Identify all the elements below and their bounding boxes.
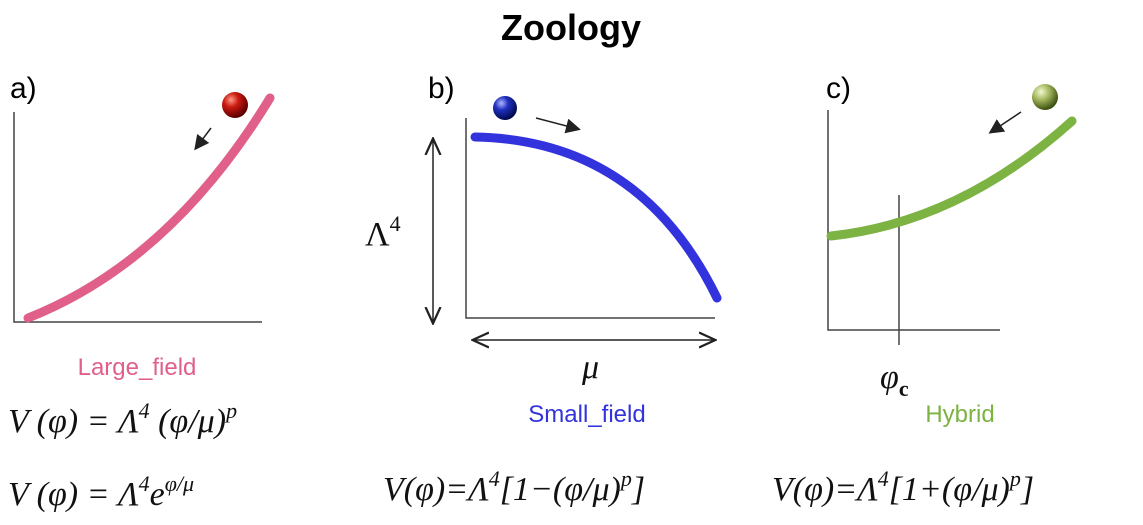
panel-label: b) [428, 72, 455, 105]
potential-curve [826, 116, 1077, 241]
ball [222, 92, 248, 118]
axes [13, 112, 262, 323]
formula-part: μ [581, 349, 599, 386]
potential-curve [23, 93, 275, 323]
axis-label: φc [880, 359, 909, 401]
arrow [535, 117, 581, 134]
formula: V(φ)=Λ4[1−(φ/μ)p] [383, 466, 645, 508]
panel-name: Hybrid [925, 401, 994, 428]
formula-part: Λ [365, 216, 390, 253]
title: Zoology [501, 7, 641, 48]
arrow [194, 127, 212, 151]
formula-part: ] [1020, 471, 1034, 508]
formula-part: 4 [878, 466, 889, 491]
formula-part: 4 [139, 471, 150, 496]
formula: V (φ) = Λ4eφ/μ [8, 471, 194, 513]
formula-part: V(φ)=Λ [383, 471, 489, 508]
formula: V (φ) = Λ4 (φ/μ)p [8, 398, 237, 440]
formula-part: [1+(φ/μ) [889, 471, 1010, 508]
formula-part: 4 [139, 398, 150, 423]
axis-label: μ [581, 349, 599, 386]
ball [493, 96, 517, 120]
panel-name: Small_field [528, 401, 645, 428]
formula-part: p [619, 466, 632, 491]
axes [827, 110, 1000, 331]
formula-part: (φ/μ) [150, 403, 226, 440]
formula: V(φ)=Λ4[1+(φ/μ)p] [772, 466, 1034, 508]
formula-part: c [899, 376, 909, 401]
panel-label: a) [10, 72, 37, 105]
formula-part: φ/μ [165, 471, 194, 496]
formula-part: p [1008, 466, 1021, 491]
axis-label: Λ4 [365, 211, 401, 253]
arrow [988, 111, 1022, 134]
formula-part: [1−(φ/μ) [500, 471, 621, 508]
potential-curve [470, 132, 722, 303]
formula-part: V (φ) = Λ [8, 403, 139, 440]
axes [465, 118, 715, 319]
ball [1032, 84, 1058, 110]
formula-part: 4 [489, 466, 500, 491]
formula-part: φ [880, 359, 899, 396]
formula-part: e [150, 476, 165, 513]
panel-name: Large_field [78, 354, 197, 381]
panel-label: c) [826, 72, 851, 105]
formula-part: V (φ) = Λ [8, 476, 139, 513]
formula-part: 4 [390, 211, 401, 236]
formula-part: p [224, 398, 237, 423]
formula-part: V(φ)=Λ [772, 471, 878, 508]
formula-part: ] [631, 471, 645, 508]
